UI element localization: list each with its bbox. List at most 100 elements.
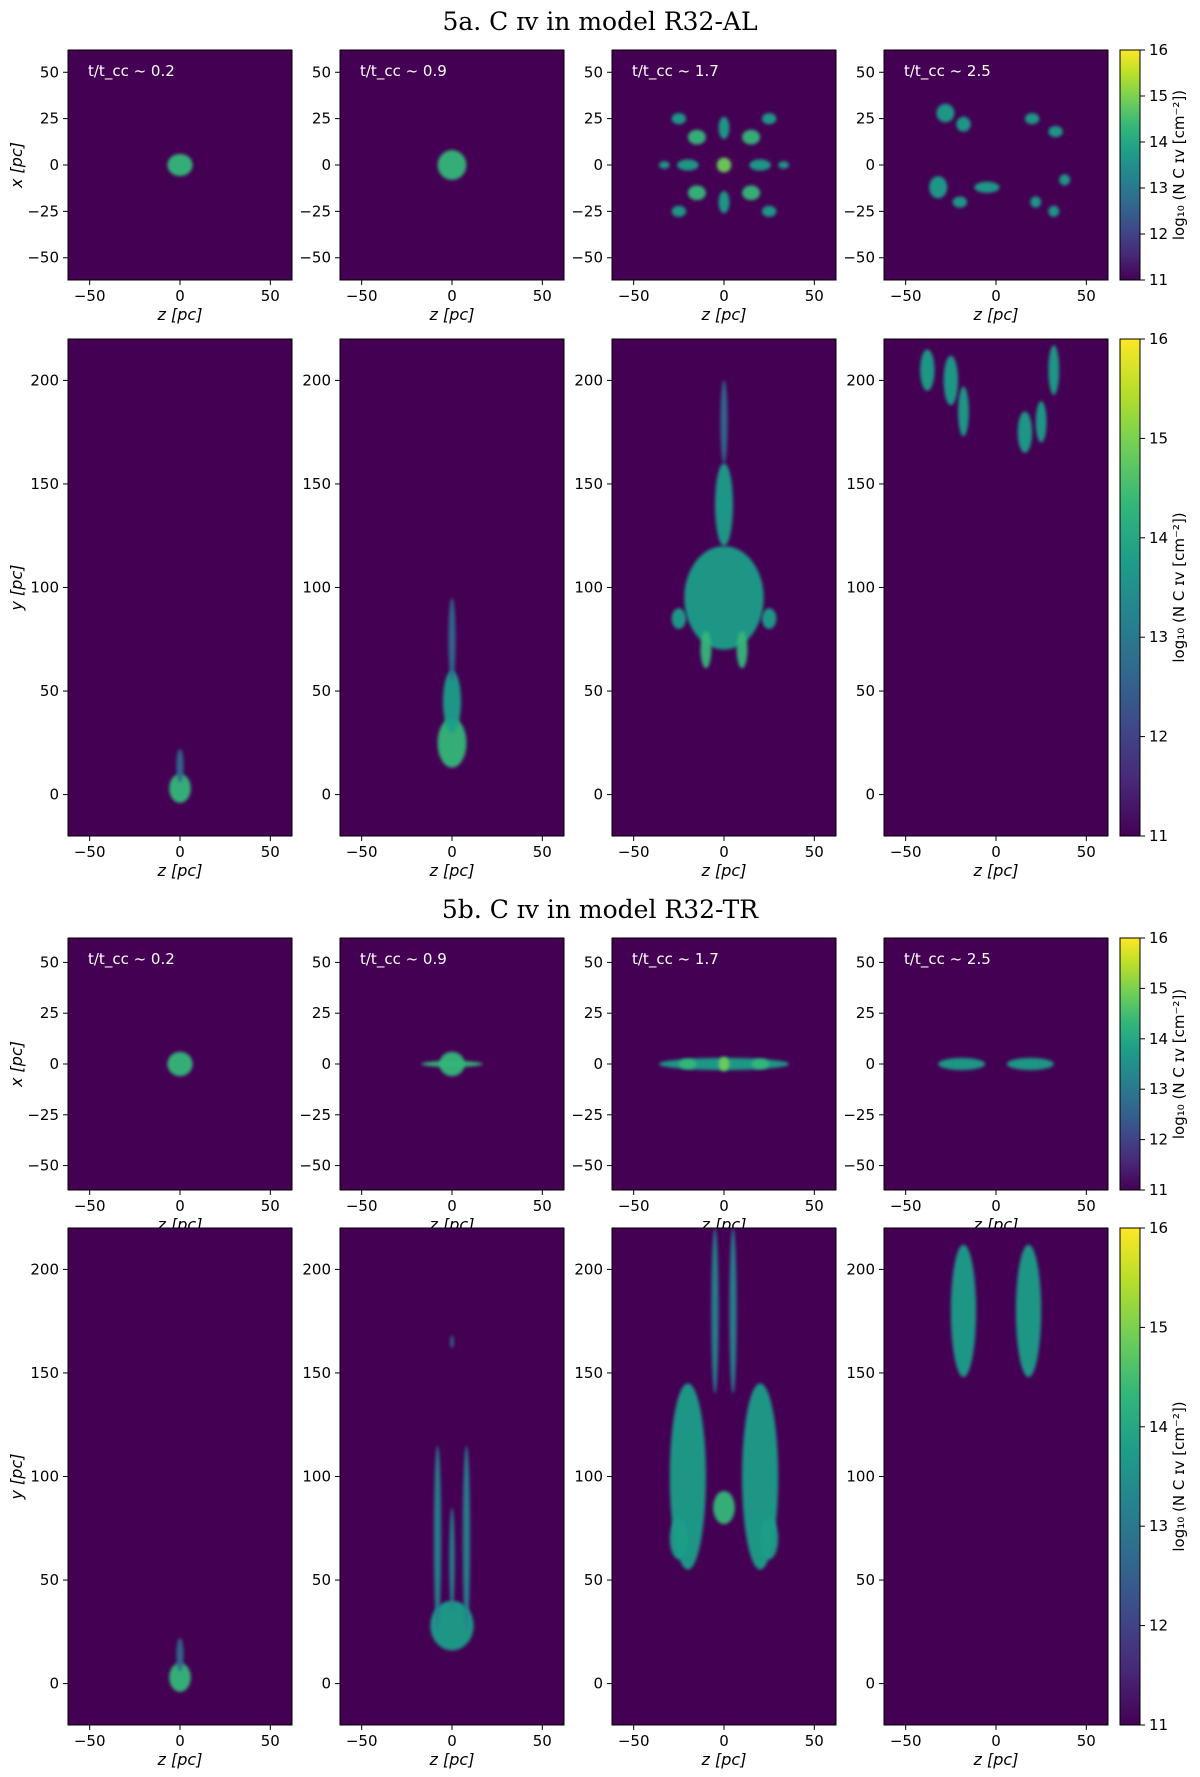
y-tick-label: 100 bbox=[574, 579, 603, 597]
x-tick-label: 0 bbox=[991, 843, 1001, 861]
y-tick-label: 200 bbox=[302, 371, 331, 389]
panel-background bbox=[611, 937, 837, 1191]
colorbar-gradient bbox=[1119, 338, 1141, 837]
density-blob bbox=[736, 630, 748, 669]
y-tick-label: 50 bbox=[856, 953, 875, 971]
panel-y-z-4-1: −50 0 50 0 50 100 150 200 z [pc] y [pc] bbox=[7, 1227, 293, 1769]
y-tick-label: 0 bbox=[865, 156, 875, 174]
y-tick-label: 150 bbox=[30, 1364, 59, 1382]
y-tick-label: 150 bbox=[302, 1364, 331, 1382]
x-axis-label: z [pc] bbox=[973, 305, 1019, 324]
density-blob bbox=[430, 1600, 474, 1651]
density-blob bbox=[761, 113, 777, 125]
y-tick-label: 0 bbox=[865, 1055, 875, 1073]
density-blob bbox=[1015, 1244, 1042, 1378]
x-axis-label: z [pc] bbox=[429, 861, 475, 880]
density-blob bbox=[952, 196, 968, 208]
x-axis-label: z [pc] bbox=[701, 1750, 747, 1769]
density-blob bbox=[1048, 205, 1060, 217]
x-tick-label: −50 bbox=[890, 843, 922, 861]
y-tick-label: 200 bbox=[30, 371, 59, 389]
colorbar-tick-label: 15 bbox=[1149, 87, 1168, 105]
x-tick-label: 0 bbox=[719, 1197, 729, 1215]
density-blob bbox=[176, 749, 184, 783]
x-tick-label: 50 bbox=[533, 287, 552, 305]
colorbar-1: 11 12 13 14 15 16 log₁₀ (N C ɪᴠ [cm⁻²]) bbox=[1119, 41, 1188, 289]
colorbar-tick-label: 14 bbox=[1149, 133, 1168, 151]
x-tick-label: −50 bbox=[890, 1732, 922, 1750]
density-blob bbox=[442, 670, 462, 733]
time-annotation: t/t_cc ~ 0.2 bbox=[88, 62, 175, 81]
panel-background bbox=[883, 338, 1109, 837]
x-tick-label: 50 bbox=[533, 843, 552, 861]
density-blob bbox=[176, 1638, 184, 1672]
density-blob bbox=[671, 608, 687, 629]
colorbar-tick-label: 11 bbox=[1149, 827, 1168, 845]
y-tick-label: −25 bbox=[843, 1106, 875, 1124]
y-tick-label: 0 bbox=[593, 1055, 603, 1073]
y-tick-label: 100 bbox=[30, 579, 59, 597]
density-blob bbox=[778, 161, 790, 169]
panel-x-z-1-4: t/t_cc ~ 2.5 −50 0 50 −50 −25 0 25 50 z [pc] bbox=[843, 49, 1109, 324]
y-tick-label: 0 bbox=[593, 1675, 603, 1693]
panel-x-z-1-1: t/t_cc ~ 0.2 −50 0 50 −50 −25 0 25 50 z [pc] x [pc… bbox=[7, 49, 293, 324]
y-tick-label: 150 bbox=[846, 1364, 875, 1382]
density-structures bbox=[938, 1057, 1054, 1071]
x-tick-label: −50 bbox=[618, 1732, 650, 1750]
density-blob bbox=[687, 185, 706, 201]
density-blob bbox=[687, 129, 706, 145]
y-tick-label: 50 bbox=[584, 1571, 603, 1589]
x-tick-label: 50 bbox=[261, 843, 280, 861]
density-blob bbox=[1024, 113, 1040, 125]
colorbar-tick-label: 14 bbox=[1149, 529, 1168, 547]
density-blob bbox=[749, 159, 771, 171]
x-tick-label: −50 bbox=[618, 287, 650, 305]
x-axis-label: z [pc] bbox=[157, 1750, 203, 1769]
y-tick-label: 100 bbox=[30, 1468, 59, 1486]
density-blob bbox=[751, 1058, 770, 1070]
y-tick-label: 50 bbox=[584, 682, 603, 700]
y-tick-label: −25 bbox=[27, 202, 59, 220]
colorbar-gradient bbox=[1119, 49, 1141, 281]
y-tick-label: 50 bbox=[584, 63, 603, 81]
colorbar-tick-label: 12 bbox=[1149, 225, 1168, 243]
x-tick-label: 50 bbox=[261, 1197, 280, 1215]
x-tick-label: 50 bbox=[805, 287, 824, 305]
x-tick-label: 0 bbox=[719, 287, 729, 305]
x-tick-label: 0 bbox=[447, 843, 457, 861]
colorbar-gradient bbox=[1119, 937, 1141, 1191]
plot-grid: t/t_cc ~ 0.2 −50 0 50 −50 −25 0 25 50 z [pc] x [pc… bbox=[7, 41, 1188, 1769]
panel-x-z-1-3: t/t_cc ~ 1.7 −50 0 50 −50 −25 0 25 50 z [pc] bbox=[571, 49, 837, 324]
y-tick-label: 0 bbox=[49, 1055, 59, 1073]
x-tick-label: −50 bbox=[346, 1732, 378, 1750]
density-blob bbox=[929, 176, 948, 199]
colorbar-tick-label: 15 bbox=[1149, 1318, 1168, 1336]
density-blob bbox=[671, 113, 687, 125]
density-blob bbox=[169, 1662, 191, 1692]
density-blob bbox=[448, 597, 456, 681]
y-tick-label: 50 bbox=[856, 63, 875, 81]
density-blob bbox=[169, 773, 191, 803]
x-axis-label: z [pc] bbox=[701, 861, 747, 880]
x-tick-label: 0 bbox=[175, 287, 185, 305]
x-axis-label: z [pc] bbox=[973, 861, 1019, 880]
y-tick-label: 100 bbox=[302, 579, 331, 597]
y-axis-label: y [pc] bbox=[7, 565, 26, 612]
density-blob bbox=[1017, 411, 1033, 453]
y-tick-label: 25 bbox=[312, 110, 331, 128]
y-tick-label: −50 bbox=[843, 249, 875, 267]
x-tick-label: −50 bbox=[890, 287, 922, 305]
x-tick-label: 0 bbox=[719, 1732, 729, 1750]
density-structures bbox=[169, 749, 191, 803]
x-tick-label: −50 bbox=[346, 287, 378, 305]
y-tick-label: 25 bbox=[856, 1004, 875, 1022]
y-tick-label: 0 bbox=[321, 1675, 331, 1693]
colorbar-tick-label: 16 bbox=[1149, 929, 1168, 947]
panel-background bbox=[611, 1227, 837, 1726]
density-blob bbox=[718, 190, 730, 214]
time-annotation: t/t_cc ~ 0.9 bbox=[360, 62, 447, 81]
density-blob bbox=[711, 1228, 719, 1394]
y-tick-label: 50 bbox=[856, 682, 875, 700]
